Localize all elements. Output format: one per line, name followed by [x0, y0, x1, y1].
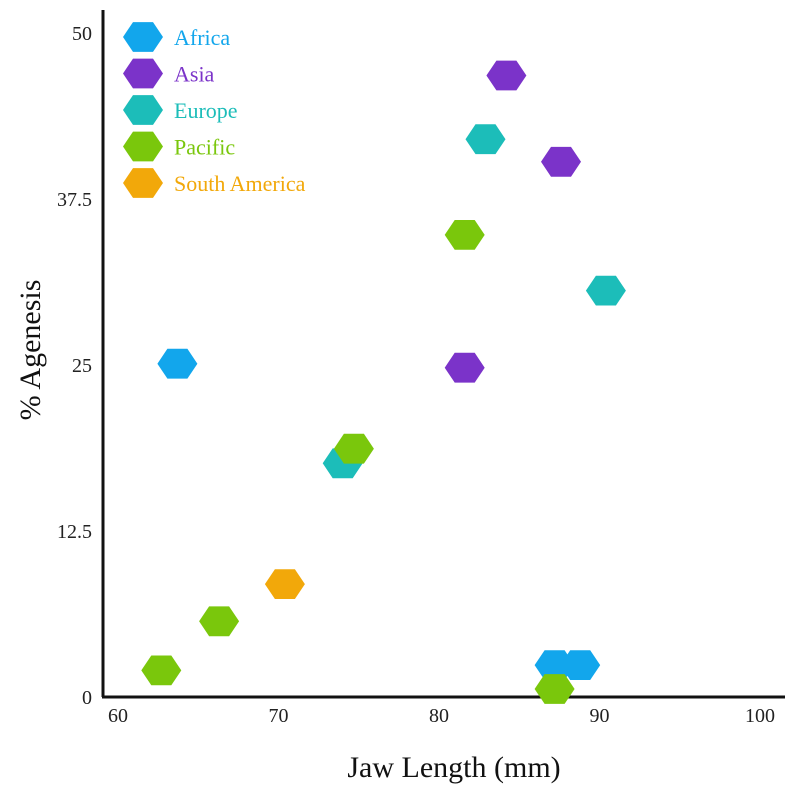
legend-swatch-asia	[123, 58, 163, 89]
y-axis-title: % Agenesis	[14, 280, 47, 421]
legend-label-africa: Africa	[174, 25, 230, 50]
data-point-south-america	[264, 569, 305, 599]
data-point-pacific	[199, 606, 240, 637]
data-point-africa	[534, 650, 575, 680]
legend-swatch-pacific	[123, 131, 163, 162]
x-tick-label: 100	[745, 705, 775, 727]
y-tick-label: 50	[72, 23, 92, 45]
legend-label-pacific: Pacific	[174, 135, 235, 160]
x-tick-label: 60	[108, 705, 128, 727]
data-point-africa	[560, 650, 601, 680]
legend: Africa Asia Europe Pacific South America	[123, 22, 306, 198]
data-point-europe	[465, 124, 506, 155]
x-tick-label: 90	[590, 705, 610, 727]
legend-swatch-africa	[123, 22, 163, 52]
legend-swatch-europe	[123, 95, 163, 125]
y-tick-labels: 0 12.5 25 37.5 50	[57, 23, 92, 709]
data-points	[141, 60, 626, 704]
legend-label-asia: Asia	[174, 62, 215, 87]
x-tick-labels: 60 70 80 90 100	[108, 705, 775, 727]
data-point-pacific	[141, 655, 182, 686]
y-tick-label: 25	[72, 355, 92, 377]
x-tick-label: 70	[269, 705, 289, 727]
legend-label-europe: Europe	[174, 98, 238, 123]
data-point-asia	[541, 146, 581, 177]
y-tick-label: 37.5	[57, 189, 92, 211]
x-tick-label: 80	[429, 705, 449, 727]
data-point-europe	[585, 275, 626, 306]
y-tick-label: 12.5	[57, 521, 92, 543]
legend-swatch-south-america	[123, 168, 163, 198]
data-point-africa	[157, 348, 198, 379]
data-point-asia	[486, 60, 527, 91]
data-point-pacific	[444, 220, 485, 250]
legend-label-south-america: South America	[174, 171, 306, 196]
y-tick-label: 0	[82, 687, 92, 709]
data-point-pacific	[333, 433, 374, 464]
x-axis-title: Jaw Length (mm)	[347, 751, 560, 784]
axes	[101, 10, 785, 699]
data-point-asia	[444, 352, 485, 383]
data-point-pacific	[534, 674, 575, 704]
